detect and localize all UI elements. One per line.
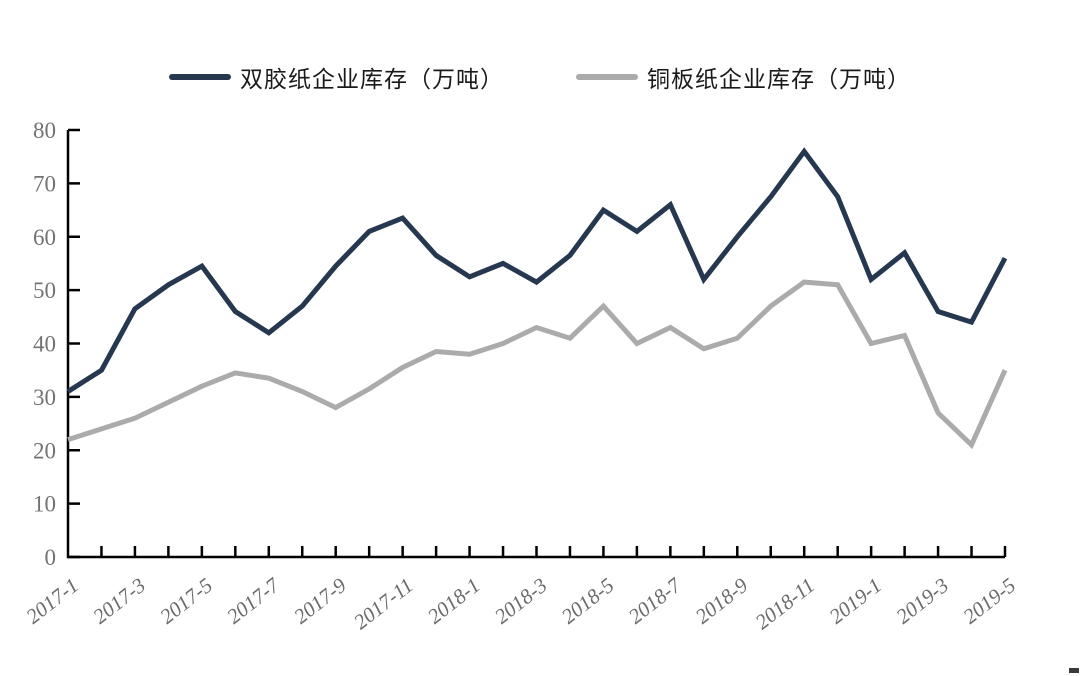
chart-legend: 双胶纸企业库存（万吨） 铜板纸企业库存（万吨）	[0, 60, 1080, 94]
x-axis-tick-label: 2017-11	[349, 573, 418, 634]
series-line-0	[66, 147, 1008, 394]
y-axis-tick-label: 70	[33, 171, 56, 196]
y-axis-tick-label: 50	[33, 278, 56, 303]
x-axis-tick-label: 2018-11	[751, 573, 820, 634]
x-axis-tick-label: 2018-5	[557, 573, 619, 629]
y-axis-tick-label: 30	[33, 385, 56, 410]
y-axis-tick-label: 80	[33, 118, 56, 143]
axes-lines	[66, 130, 1005, 559]
x-axis-tick-label: 2017-5	[155, 573, 217, 629]
series-line-1	[67, 279, 1008, 450]
x-axis-tick-label: 2017-3	[88, 573, 150, 629]
legend-swatch-1	[576, 74, 638, 80]
y-axis-tick-label: 10	[33, 492, 56, 517]
x-axis-tick-label: 2018-9	[691, 573, 753, 629]
x-axis-tick-label: 2017-9	[289, 573, 351, 629]
corner-artifact	[1069, 668, 1079, 673]
x-axis-tick-label: 2019-3	[891, 573, 953, 629]
x-axis-tick-label: 2019-1	[825, 573, 887, 629]
legend-item-0: 双胶纸企业库存（万吨）	[169, 60, 504, 94]
legend-label-0: 双胶纸企业库存（万吨）	[240, 67, 504, 92]
y-axis-tick-label: 0	[45, 545, 57, 570]
x-axis-tick-label: 2018-1	[423, 573, 485, 629]
y-axis-tick-label: 20	[33, 438, 56, 463]
y-axis-tick-label: 60	[33, 225, 56, 250]
x-axis-tick-label: 2018-7	[624, 572, 687, 628]
x-axis-tick-label: 2019-5	[958, 573, 1020, 629]
x-axis-tick-label: 2018-3	[490, 573, 552, 629]
legend-label-1: 铜板纸企业库存（万吨）	[647, 67, 911, 92]
legend-item-1: 铜板纸企业库存（万吨）	[576, 60, 911, 94]
y-axis-tick-label: 40	[33, 332, 56, 357]
x-axis-tick-label: 2017-1	[21, 573, 83, 629]
legend-swatch-0	[169, 74, 231, 80]
x-axis-tick-label: 2017-7	[222, 572, 285, 628]
